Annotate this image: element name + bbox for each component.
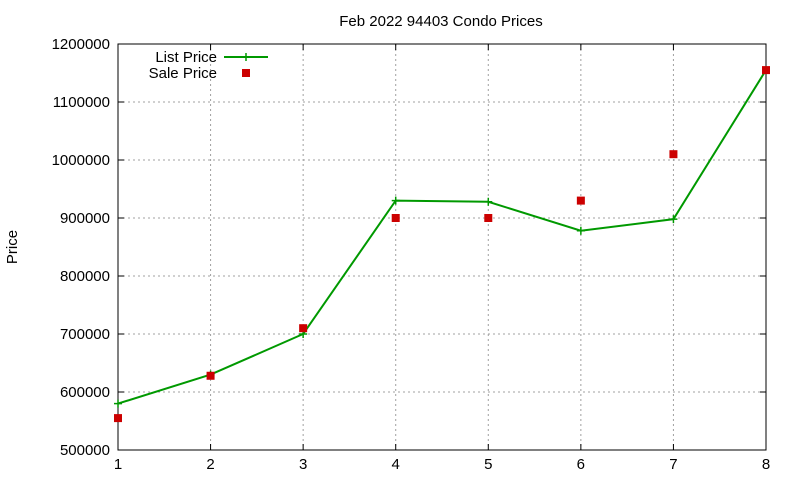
x-tick-label: 5 — [484, 456, 492, 473]
y-tick-label: 600000 — [60, 384, 110, 401]
list-price-point — [576, 226, 585, 235]
chart-title: Feb 2022 94403 Condo Prices — [339, 13, 542, 30]
sale-price-point — [391, 214, 400, 222]
y-tick-label: 700000 — [60, 326, 110, 343]
x-tick-label: 7 — [669, 456, 677, 473]
legend-label: List Price — [155, 49, 217, 66]
axes: 1 2 3 4 5 6 7 8 500000 600000 700000 800000 900000 10… — [52, 36, 771, 473]
sale-price-point — [114, 414, 122, 423]
y-tick-label: 800000 — [60, 268, 110, 285]
legend-item-sale-price: Sale Price — [149, 65, 250, 82]
x-tick-label: 1 — [114, 456, 122, 473]
list-price-point — [114, 399, 122, 408]
y-axis-label: Price — [4, 230, 21, 264]
x-tick-label: 4 — [392, 456, 400, 473]
y-tick-label: 900000 — [60, 210, 110, 227]
y-tick-label: 500000 — [60, 442, 110, 459]
plot-frame — [117, 43, 767, 451]
x-tick-label: 2 — [206, 456, 214, 473]
list-price-line — [117, 69, 767, 405]
y-tick-label: 1200000 — [52, 36, 110, 53]
sale-price-point — [762, 66, 770, 75]
x-tick-label: 8 — [762, 456, 770, 473]
list-price-point — [391, 196, 400, 205]
list-price-point — [669, 215, 678, 224]
series-sale-price — [114, 66, 770, 423]
sale-price-point — [206, 371, 215, 380]
list-price-point — [484, 197, 493, 206]
sale-price-point — [484, 214, 493, 222]
y-tick-label: 1000000 — [52, 152, 110, 169]
sale-price-point — [669, 150, 678, 159]
x-tick-label: 3 — [299, 456, 307, 473]
sale-price-point — [576, 196, 585, 205]
series-list-price — [114, 66, 770, 408]
series — [114, 66, 770, 423]
legend-marker — [242, 53, 250, 61]
legend-item-list-price: List Price — [155, 49, 268, 66]
grid — [118, 44, 766, 450]
x-tick-label: 6 — [577, 456, 585, 473]
legend-label: Sale Price — [149, 65, 217, 82]
y-tick-label: 1100000 — [53, 94, 110, 111]
legend-marker — [242, 69, 250, 77]
sale-price-point — [299, 324, 308, 333]
